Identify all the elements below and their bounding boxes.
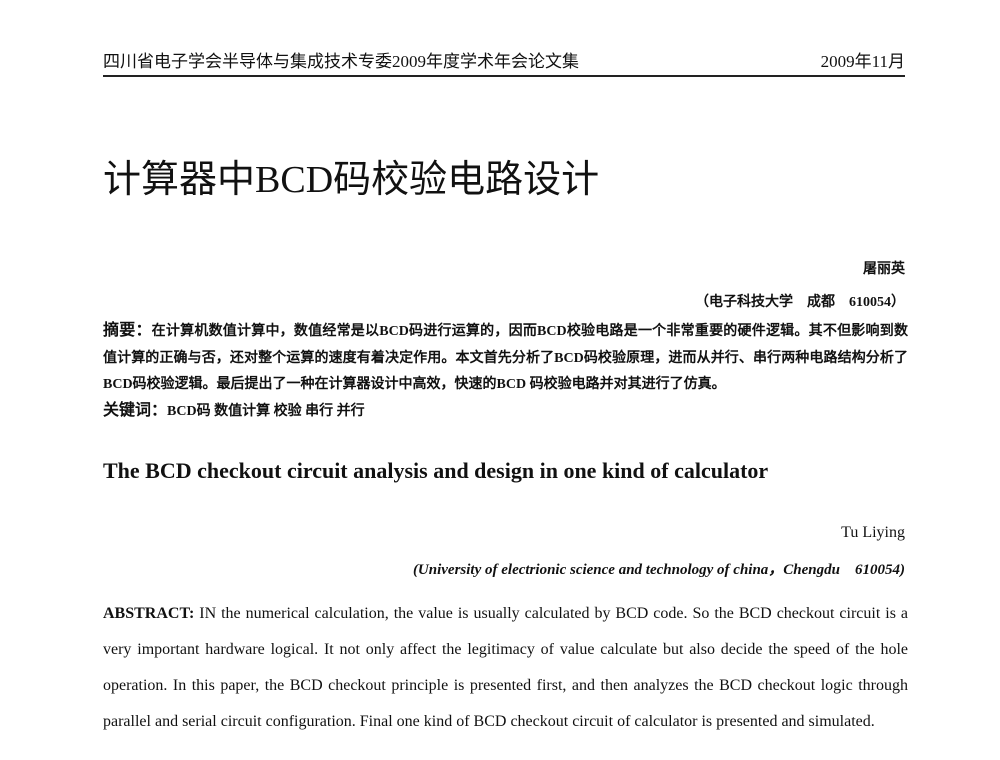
abstract-cn: 摘要：在计算机数值计算中，数值经常是以BCD码进行运算的，因而BCD校验电路是一… (103, 318, 908, 399)
abstract-en: ABSTRACT: IN the numerical calculation, … (103, 596, 908, 740)
affiliation-cn: （电子科技大学 成都 610054） (695, 295, 905, 310)
author-en: Tu Liying (841, 524, 905, 541)
header-rule (103, 75, 905, 77)
keywords-cn-label: 关键词： (103, 402, 168, 419)
abstract-en-label: ABSTRACT: (103, 605, 195, 622)
abstract-cn-label: 摘要： (103, 322, 152, 339)
running-header-journal: 四川省电子学会半导体与集成技术专委2009年度学术年会论文集 (103, 52, 579, 71)
keywords-cn-text: BCD码 数值计算 校验 串行 并行 (167, 404, 365, 419)
abstract-cn-text: 在计算机数值计算中，数值经常是以BCD码进行运算的，因而BCD校验电路是一个非常… (103, 324, 908, 392)
title-en: The BCD checkout circuit analysis and de… (103, 458, 769, 483)
affiliation-en: (University of electrionic science and t… (412, 562, 905, 578)
author-cn: 屠丽英 (863, 262, 905, 277)
keywords-cn: 关键词：BCD码 数值计算 校验 串行 并行 (103, 398, 908, 426)
title-cn: 计算器中BCD码校验电路设计 (103, 159, 600, 201)
running-header-date: 2009年11月 (820, 52, 905, 71)
abstract-en-text: IN the numerical calculation, the value … (103, 605, 908, 730)
